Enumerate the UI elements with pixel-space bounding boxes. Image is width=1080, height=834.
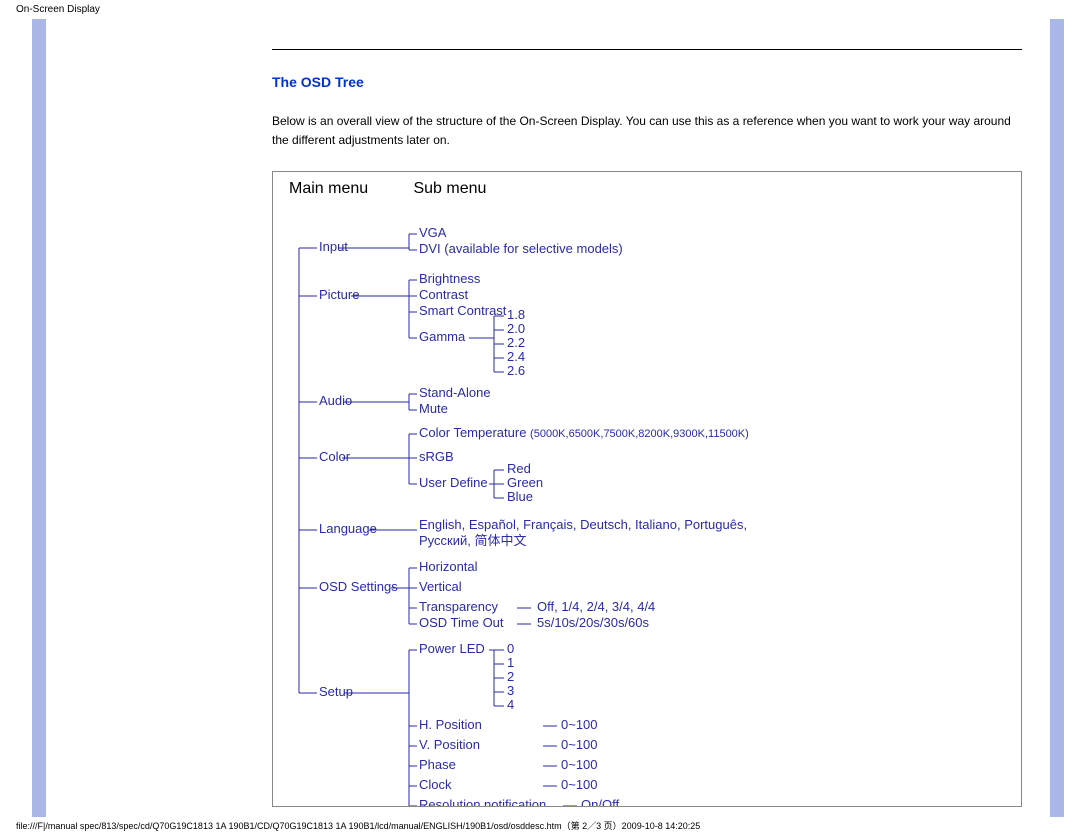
main-item: Color xyxy=(319,450,350,463)
sub-item-value: 0~100 xyxy=(561,738,598,751)
sub-item: Resolution notification xyxy=(419,798,546,807)
sub-item: OSD Time Out xyxy=(419,616,504,629)
main-item: OSD Settings xyxy=(319,580,398,593)
section-rule xyxy=(272,49,1022,50)
sub-item: Green xyxy=(507,476,543,489)
sub-item: 3 xyxy=(507,684,514,697)
main-item: Language xyxy=(319,522,377,535)
footer-path: file:///F|/manual spec/813/spec/cd/Q70G1… xyxy=(0,817,1080,834)
sub-item: 2.6 xyxy=(507,364,525,377)
sub-item: 2.0 xyxy=(507,322,525,335)
sub-item-value: 0~100 xyxy=(561,718,598,731)
sub-item: 0 xyxy=(507,642,514,655)
sub-item: 2.2 xyxy=(507,336,525,349)
main-item: Setup xyxy=(319,685,353,698)
sub-item: Transparency xyxy=(419,600,498,613)
sub-item: Red xyxy=(507,462,531,475)
left-accent-bar xyxy=(32,19,46,823)
sub-item: H. Position xyxy=(419,718,482,731)
sub-item: Clock xyxy=(419,778,452,791)
sub-item: sRGB xyxy=(419,450,454,463)
sub-item: Smart Contrast xyxy=(419,304,506,317)
sub-item: 2 xyxy=(507,670,514,683)
sub-item: Русский, 简体中文 xyxy=(419,534,526,547)
sub-menu-header: Sub menu xyxy=(413,180,486,197)
sub-item: Phase xyxy=(419,758,456,771)
sub-item: VGA xyxy=(419,226,446,239)
sub-item: Mute xyxy=(419,402,448,415)
section-intro: Below is an overall view of the structur… xyxy=(272,112,1022,149)
sub-item-value: On/Off xyxy=(581,798,619,807)
diagram-body: Input Picture Audio Color Language OSD Settin… xyxy=(289,208,1005,807)
right-accent-bar xyxy=(1050,19,1064,823)
sub-item: 4 xyxy=(507,698,514,711)
content-area: The OSD Tree Below is an overall view of… xyxy=(272,19,1022,807)
sub-item: V. Position xyxy=(419,738,480,751)
page-body: The OSD Tree Below is an overall view of… xyxy=(32,19,1064,823)
sub-item: 1 xyxy=(507,656,514,669)
tree-lines xyxy=(289,208,1022,807)
sub-item: Color Temperature (5000K,6500K,7500K,820… xyxy=(419,426,749,440)
sub-item: Horizontal xyxy=(419,560,478,573)
sub-item: Power LED xyxy=(419,642,485,655)
diagram-headers: Main menu Sub menu xyxy=(289,180,1005,198)
sub-item: DVI (available for selective models) xyxy=(419,242,623,255)
main-menu-header: Main menu xyxy=(289,180,409,198)
sub-item: Contrast xyxy=(419,288,468,301)
main-item: Audio xyxy=(319,394,352,407)
sub-item-value: 0~100 xyxy=(561,778,598,791)
sub-item: Blue xyxy=(507,490,533,503)
sub-item-value: Off, 1/4, 2/4, 3/4, 4/4 xyxy=(537,600,655,613)
main-item: Picture xyxy=(319,288,359,301)
sub-item: English, Español, Français, Deutsch, Ita… xyxy=(419,518,747,531)
sub-item: User Define xyxy=(419,476,488,489)
sub-item-value: 5s/10s/20s/30s/60s xyxy=(537,616,649,629)
main-item: Input xyxy=(319,240,348,253)
sub-item: Gamma xyxy=(419,330,465,343)
osd-tree-diagram: Main menu Sub menu Input Picture Audio Colo… xyxy=(272,171,1022,807)
sub-item: 1.8 xyxy=(507,308,525,321)
sub-item: Brightness xyxy=(419,272,480,285)
sub-item: Stand-Alone xyxy=(419,386,491,399)
section-title: The OSD Tree xyxy=(272,74,1022,90)
top-label: On-Screen Display xyxy=(0,0,1080,19)
sub-item-value: 0~100 xyxy=(561,758,598,771)
sub-item: 2.4 xyxy=(507,350,525,363)
sub-item: Vertical xyxy=(419,580,462,593)
